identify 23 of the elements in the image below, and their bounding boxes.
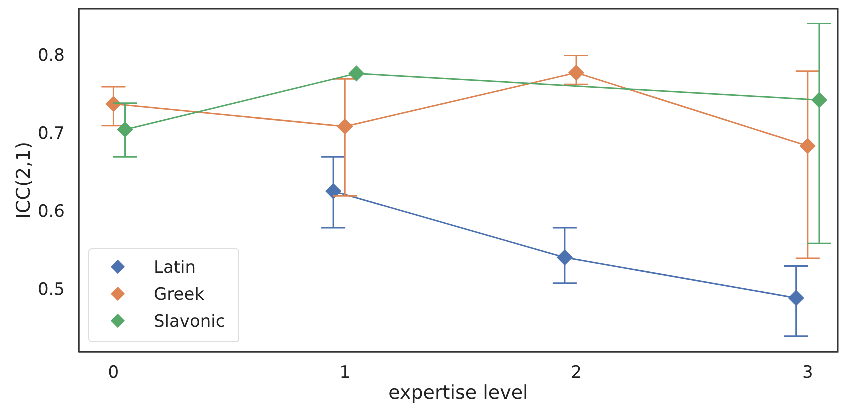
point [556, 250, 574, 266]
point [568, 64, 585, 81]
point [337, 118, 354, 135]
x-tick-label: 1 [340, 363, 351, 384]
x-tick-label: 3 [802, 363, 814, 384]
x-tick-label: 2 [571, 363, 582, 384]
y-tick-label: 0.6 [38, 202, 65, 222]
legend-label: Greek [154, 285, 205, 305]
y-tick-label: 0.8 [38, 46, 65, 66]
x-axis-title: expertise level [388, 382, 528, 404]
legend-label: Latin [154, 258, 196, 278]
point [800, 138, 816, 154]
y-tick-label: 0.7 [38, 124, 65, 144]
y-axis-title: ICC(2,1) [13, 142, 35, 220]
y-tick-label: 0.5 [38, 280, 65, 300]
point [325, 183, 342, 200]
point [117, 122, 134, 138]
point [348, 66, 365, 82]
x-tick-label: 0 [108, 363, 120, 384]
point [788, 290, 804, 306]
legend-label: Slavonic [154, 312, 226, 332]
point [811, 92, 828, 108]
point [106, 96, 122, 112]
